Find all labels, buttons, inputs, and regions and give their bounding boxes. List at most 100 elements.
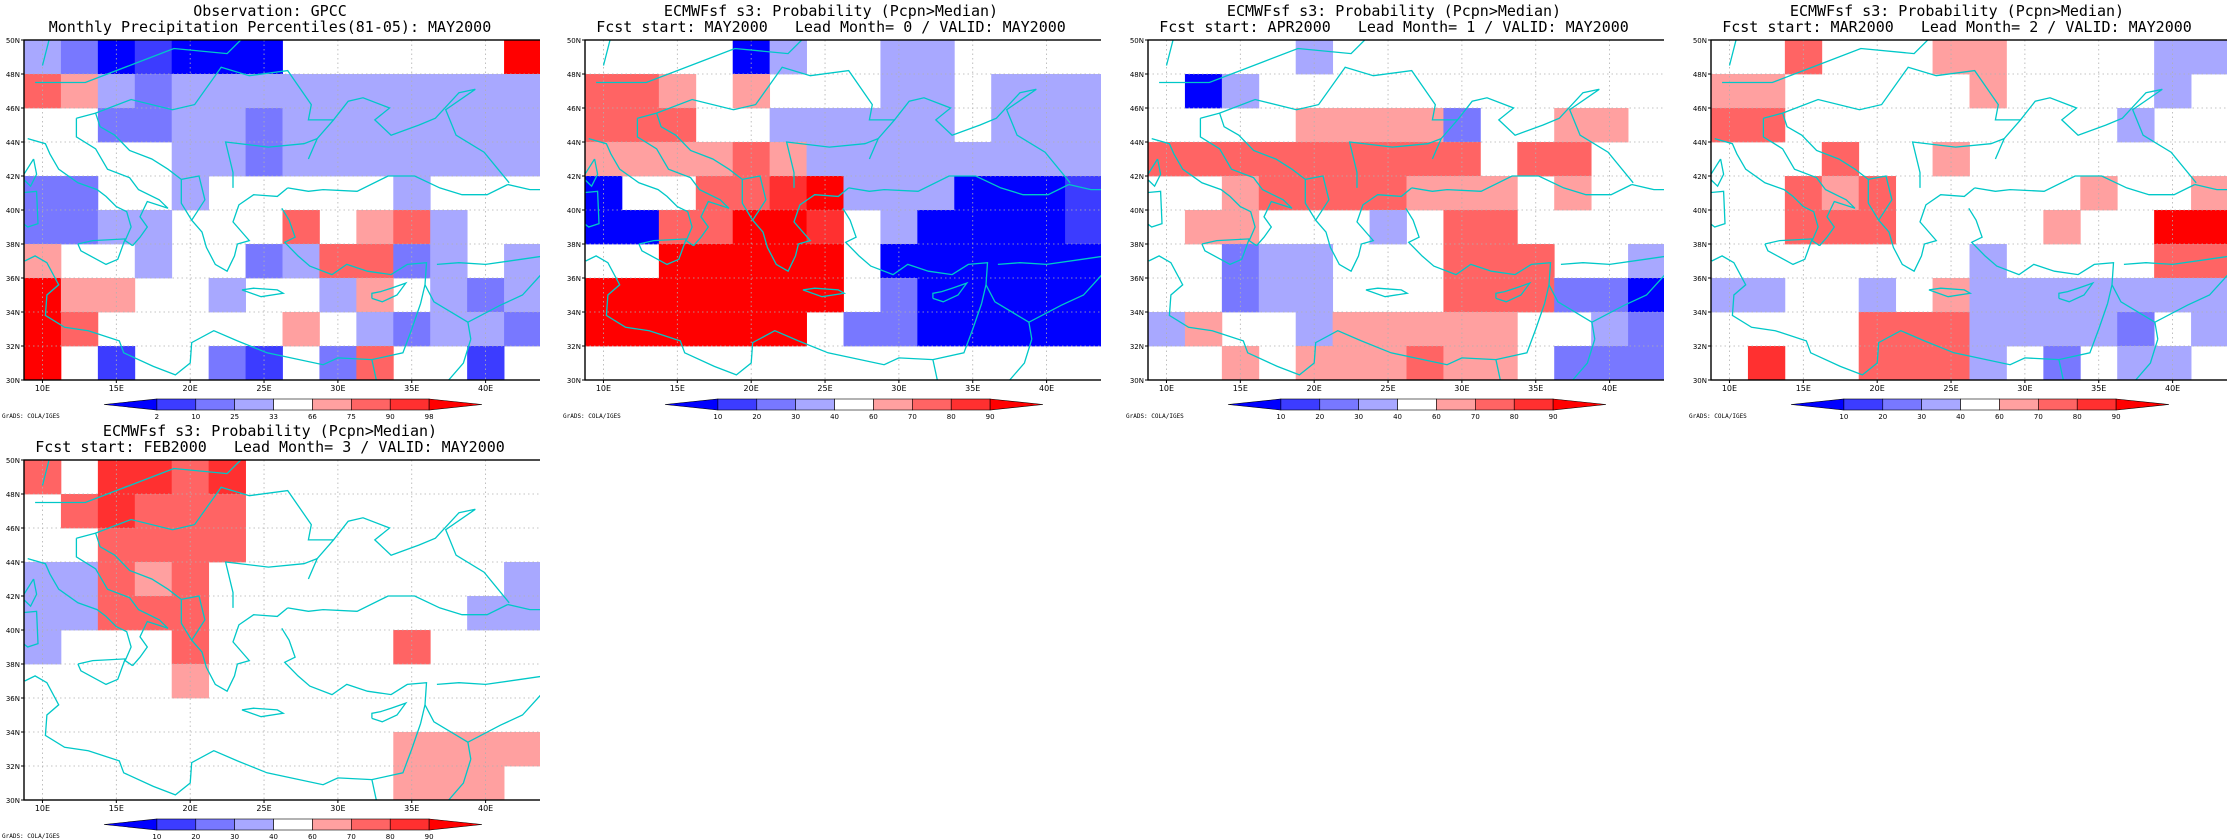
grid-cell bbox=[991, 278, 1029, 313]
colorbar-segment bbox=[950, 398, 991, 411]
colorbar-tick-label: 75 bbox=[347, 413, 356, 420]
grid-cell bbox=[1554, 176, 1592, 211]
grid-cell bbox=[695, 312, 734, 347]
colorbar-tick-label: 90 bbox=[425, 833, 434, 840]
grid-cell bbox=[1065, 176, 1101, 211]
colorbar-tick-label: 60 bbox=[1432, 413, 1441, 420]
grid-cell bbox=[806, 108, 844, 143]
colorbar-segment bbox=[1280, 398, 1321, 411]
grid-cell bbox=[917, 210, 955, 245]
map-svg: 10E15E20E25E30E35E40E45E50N48N46N44N42N4… bbox=[6, 457, 540, 840]
grid-cell bbox=[430, 732, 468, 767]
lat-tick-label: 48N bbox=[1693, 71, 1707, 79]
grid-cell bbox=[1332, 108, 1370, 143]
colorbar-segment bbox=[1882, 398, 1922, 411]
grads-credit: GrADS: COLA/IGES bbox=[2, 413, 60, 420]
colorbar-tick-label: 20 bbox=[1315, 413, 1324, 420]
grid-cell bbox=[1969, 278, 2007, 313]
grid-cell bbox=[1554, 142, 1592, 177]
grid-cell bbox=[991, 176, 1029, 211]
lon-tick-label: 25E bbox=[256, 804, 271, 813]
colorbar-segment bbox=[1397, 398, 1437, 411]
grid-cell bbox=[504, 596, 540, 631]
grid-cell bbox=[1028, 108, 1066, 143]
grid-cell bbox=[769, 176, 807, 211]
lat-tick-label: 46N bbox=[1693, 105, 1707, 113]
lat-tick-label: 42N bbox=[1693, 173, 1707, 181]
colorbar-tick-label: 66 bbox=[308, 413, 317, 420]
lat-tick-label: 38N bbox=[567, 241, 581, 249]
lat-tick-label: 46N bbox=[6, 525, 20, 533]
grid-cell bbox=[991, 210, 1029, 245]
grid-cell bbox=[356, 108, 394, 143]
colorbar-segment bbox=[1960, 398, 2000, 411]
colorbar-segment bbox=[989, 398, 1044, 411]
shaded-cells bbox=[1148, 40, 1664, 381]
grid-cell bbox=[97, 74, 136, 109]
lon-tick-label: 40E bbox=[1039, 384, 1054, 393]
grid-cell bbox=[1184, 142, 1223, 177]
panel-title-line1: ECMWFsf s3: Probability (Pcpn>Median) bbox=[1789, 2, 2125, 20]
lon-tick-label: 25E bbox=[1380, 384, 1395, 393]
panel-title-line1: ECMWFsf s3: Probability (Pcpn>Median) bbox=[102, 422, 438, 440]
lat-tick-label: 34N bbox=[567, 309, 581, 317]
lat-tick-label: 40N bbox=[6, 627, 20, 635]
grid-cell bbox=[504, 108, 540, 143]
lon-tick-label: 10E bbox=[1159, 384, 1174, 393]
lat-tick-label: 30N bbox=[6, 797, 20, 805]
grid-cell bbox=[1969, 312, 2007, 347]
grid-cell bbox=[134, 74, 173, 109]
grid-cell bbox=[732, 74, 771, 109]
map-svg: 10E15E20E25E30E35E40E45E50N48N46N44N42N4… bbox=[567, 37, 1101, 420]
colorbar-tick-label: 60 bbox=[1995, 413, 2004, 420]
grid-cell bbox=[1258, 244, 1297, 279]
grid-cell bbox=[1065, 74, 1101, 109]
colorbar-tick-label: 40 bbox=[1956, 413, 1965, 420]
colorbar-segment bbox=[1552, 398, 1607, 411]
colorbar-segment bbox=[195, 818, 235, 831]
colorbar-tick-label: 70 bbox=[1471, 413, 1480, 420]
grid-cell bbox=[393, 74, 431, 109]
colorbar: 10 20 30 40 60 70 80 90 bbox=[1790, 398, 2170, 420]
lon-tick-label: 30E bbox=[891, 384, 906, 393]
colorbar-tick-label: 80 bbox=[1510, 413, 1519, 420]
lat-tick-label: 44N bbox=[6, 559, 20, 567]
colorbar-segment bbox=[912, 398, 952, 411]
grid-cell bbox=[134, 460, 173, 495]
grid-cell bbox=[1554, 278, 1592, 313]
lon-tick-label: 40E bbox=[478, 804, 493, 813]
map-svg: 10E15E20E25E30E35E40E45E50N48N46N44N42N4… bbox=[1130, 37, 1664, 420]
map-panel-lead3: ECMWFsf s3: Probability (Pcpn>Median) Fcs… bbox=[0, 420, 540, 840]
colorbar-tick-label: 70 bbox=[2034, 413, 2043, 420]
lat-tick-label: 32N bbox=[1693, 343, 1707, 351]
colorbar-segment bbox=[312, 398, 352, 411]
grid-cell bbox=[991, 74, 1029, 109]
grid-cell bbox=[134, 244, 173, 279]
lat-tick-label: 44N bbox=[1693, 139, 1707, 147]
grid-cell bbox=[1065, 108, 1101, 143]
colorbar-segment bbox=[1436, 398, 1476, 411]
map-svg: 10E15E20E25E30E35E40E45E50N48N46N44N42N4… bbox=[6, 37, 540, 420]
grads-credit: GrADS: COLA/IGES bbox=[1126, 413, 1184, 420]
grid-cell bbox=[60, 596, 99, 631]
lat-tick-label: 36N bbox=[6, 695, 20, 703]
grid-cell bbox=[1895, 312, 1933, 347]
colorbar-tick-label: 80 bbox=[947, 413, 956, 420]
lat-tick-label: 34N bbox=[1130, 309, 1144, 317]
colorbar-segment bbox=[2076, 398, 2117, 411]
grid-cell bbox=[917, 244, 955, 279]
grid-cell bbox=[430, 108, 468, 143]
colorbar-tick-label: 10 bbox=[191, 413, 200, 420]
grid-cell bbox=[1821, 142, 1860, 177]
grid-cell bbox=[1258, 278, 1297, 313]
colorbar-tick-label: 80 bbox=[2073, 413, 2082, 420]
coastlines bbox=[1711, 40, 2227, 380]
colorbar: 2 10 25 33 66 75 90 98 bbox=[103, 398, 483, 420]
lat-tick-label: 32N bbox=[567, 343, 581, 351]
panel-title-line2: Fcst start: MAR2000 Lead Month= 2 / VALI… bbox=[1722, 18, 2192, 36]
lon-tick-label: 15E bbox=[1796, 384, 1811, 393]
grid-cell bbox=[356, 142, 394, 177]
grads-credit: GrADS: COLA/IGES bbox=[563, 413, 621, 420]
grid-cell bbox=[658, 74, 697, 109]
colorbar-tick-label: 90 bbox=[2112, 413, 2121, 420]
